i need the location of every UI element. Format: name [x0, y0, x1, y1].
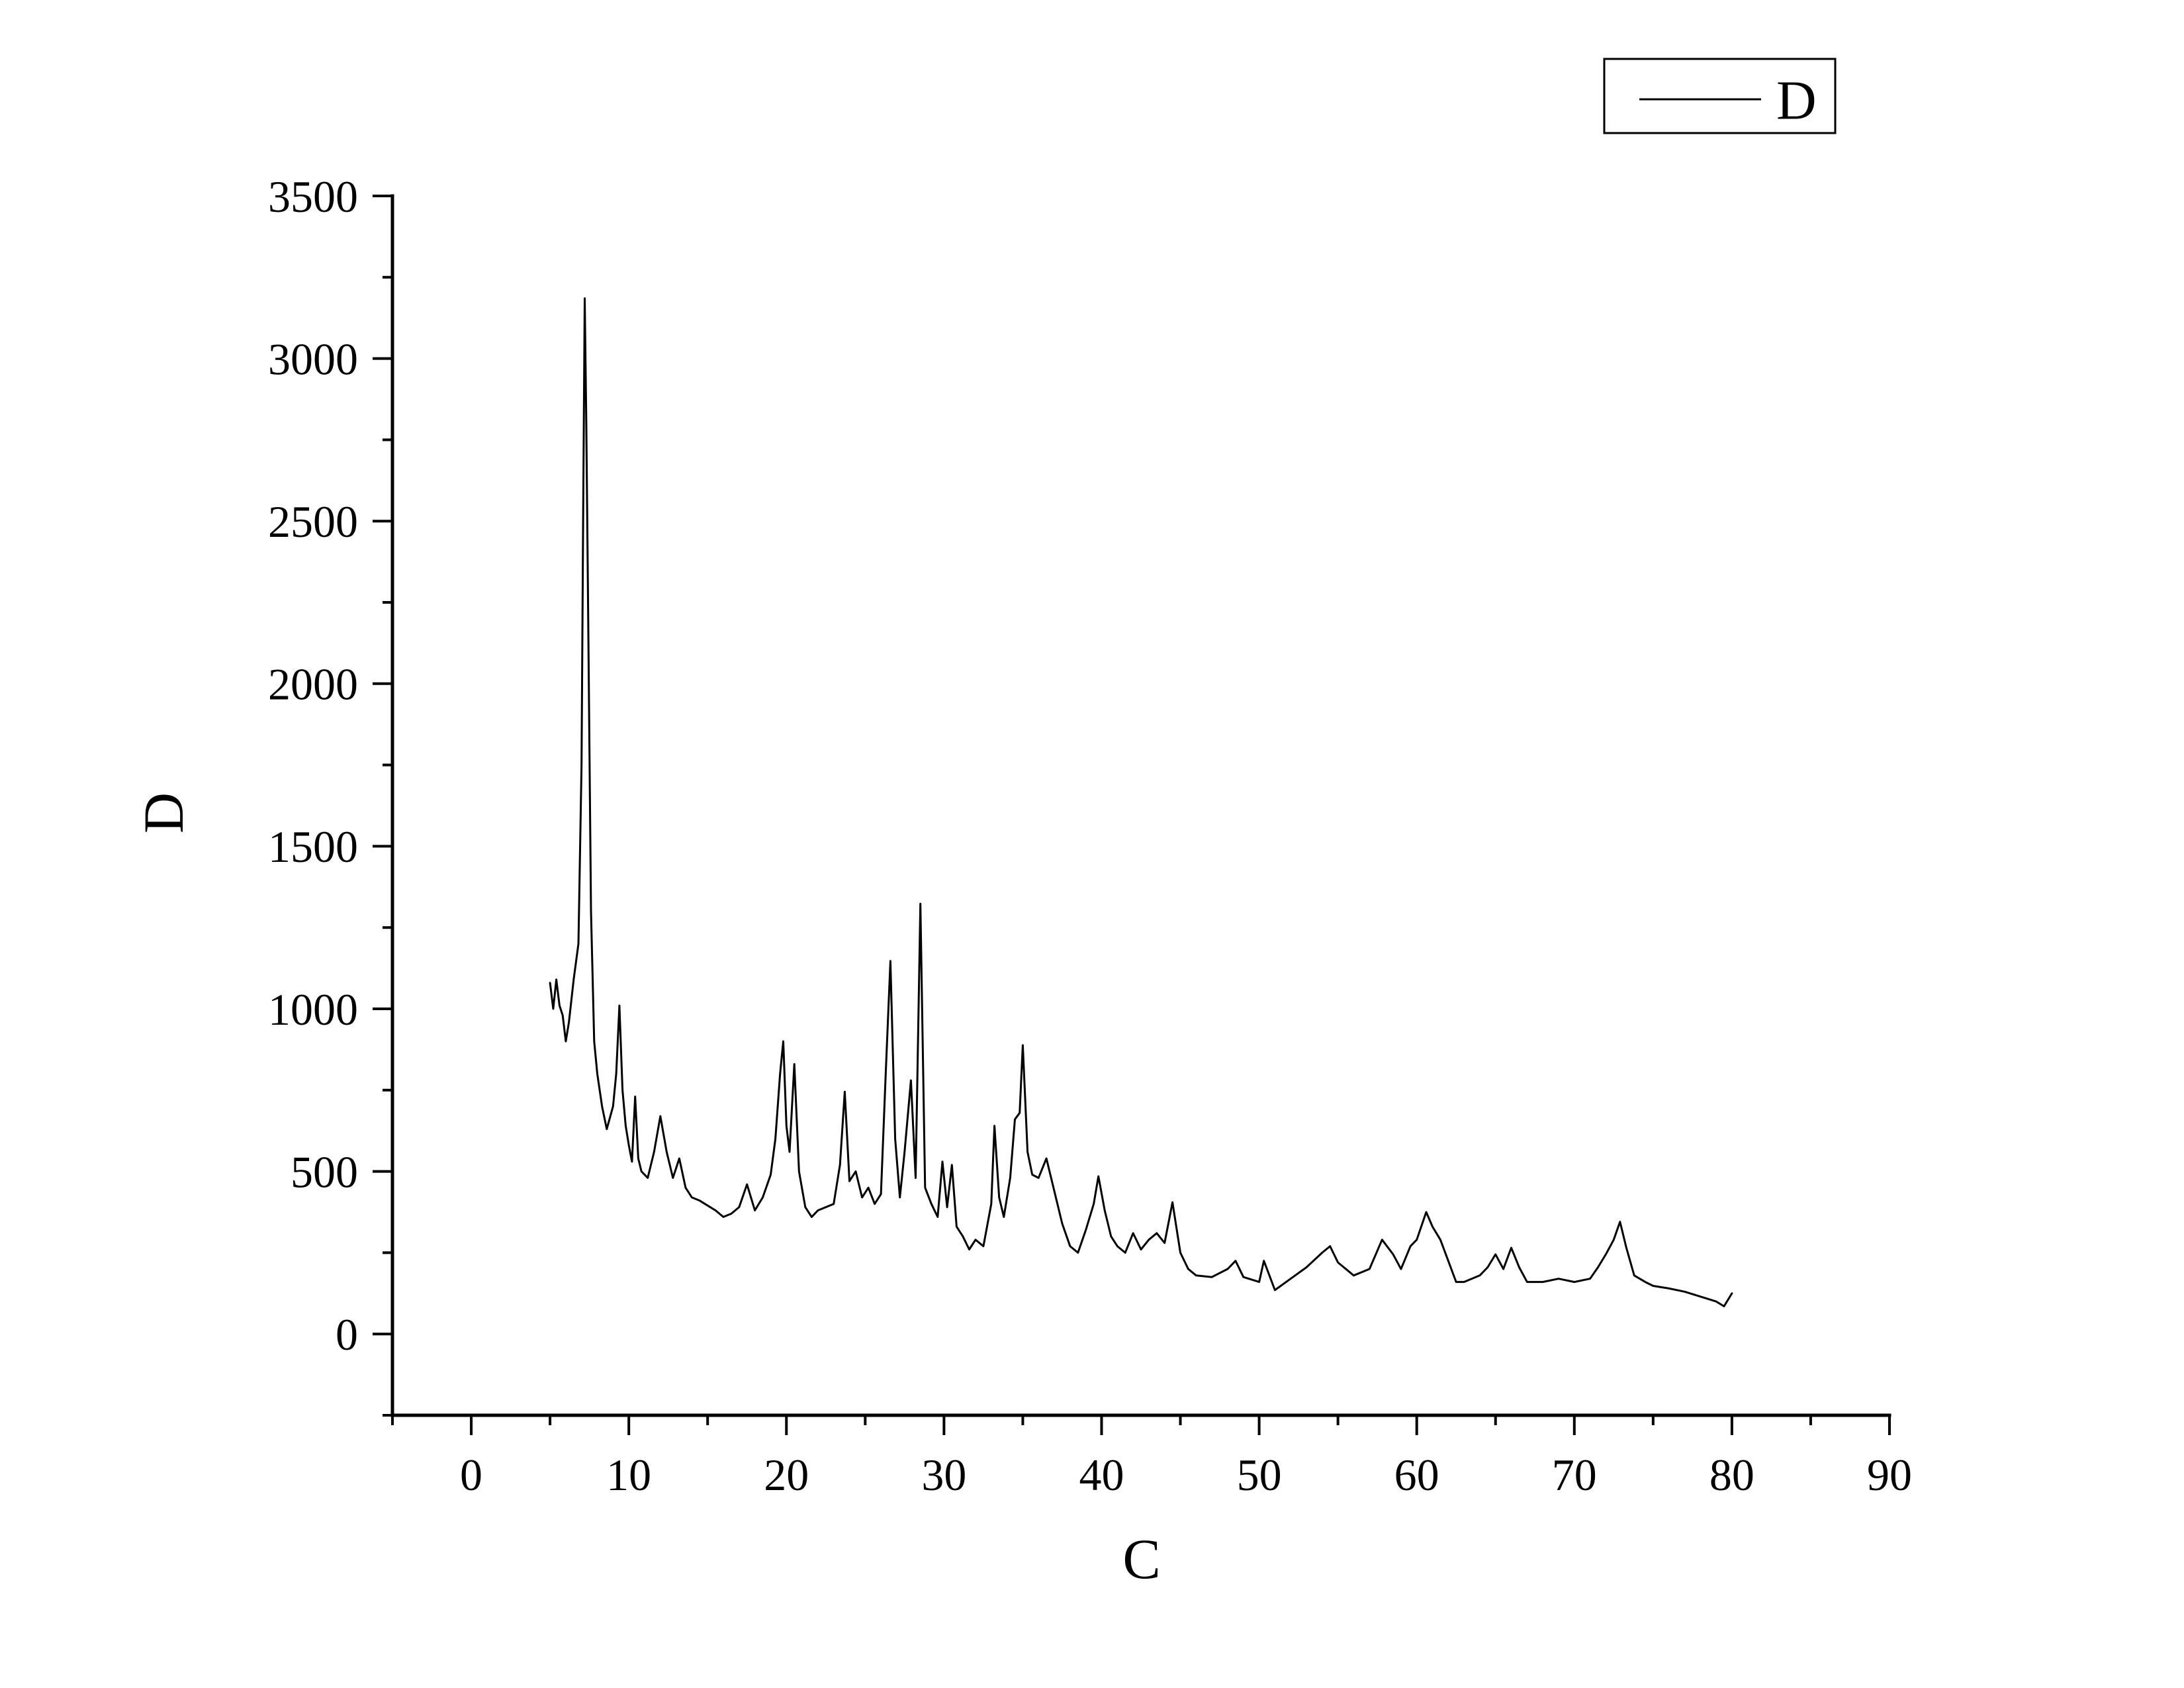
x-tick-label: 90	[1867, 1450, 1912, 1500]
y-tick-label: 3000	[268, 334, 358, 384]
x-tick-label: 60	[1394, 1450, 1439, 1500]
x-axis-title: C	[1122, 1527, 1160, 1591]
y-tick-label: 1500	[268, 821, 358, 872]
x-tick-label: 40	[1079, 1450, 1124, 1500]
series-line-d	[549, 297, 1733, 1307]
x-tick-label: 10	[606, 1450, 651, 1500]
y-axis-title: D	[132, 792, 195, 833]
x-tick-label: 50	[1237, 1450, 1282, 1500]
y-tick-label: 2000	[268, 659, 358, 710]
x-tick-label: 80	[1709, 1450, 1754, 1500]
y-tick-label: 500	[291, 1147, 358, 1197]
axis-ticks: 0 10 20 30 40 50 60 70 80 90 0 500 1000 1500 2000 2500 3…	[268, 171, 1912, 1500]
legend-box	[1603, 58, 1837, 134]
x-tick-label: 0	[460, 1450, 482, 1500]
y-tick-label: 0	[336, 1309, 358, 1360]
y-tick-label: 3500	[268, 171, 358, 222]
y-tick-label: 1000	[268, 984, 358, 1035]
x-tick-label: 20	[764, 1450, 809, 1500]
legend-label: D	[1776, 70, 1817, 131]
plot-area	[549, 297, 1733, 1307]
x-tick-label: 70	[1552, 1450, 1597, 1500]
legend: D	[1603, 58, 1837, 134]
y-tick-label: 2500	[268, 496, 358, 547]
x-tick-label: 30	[921, 1450, 966, 1500]
